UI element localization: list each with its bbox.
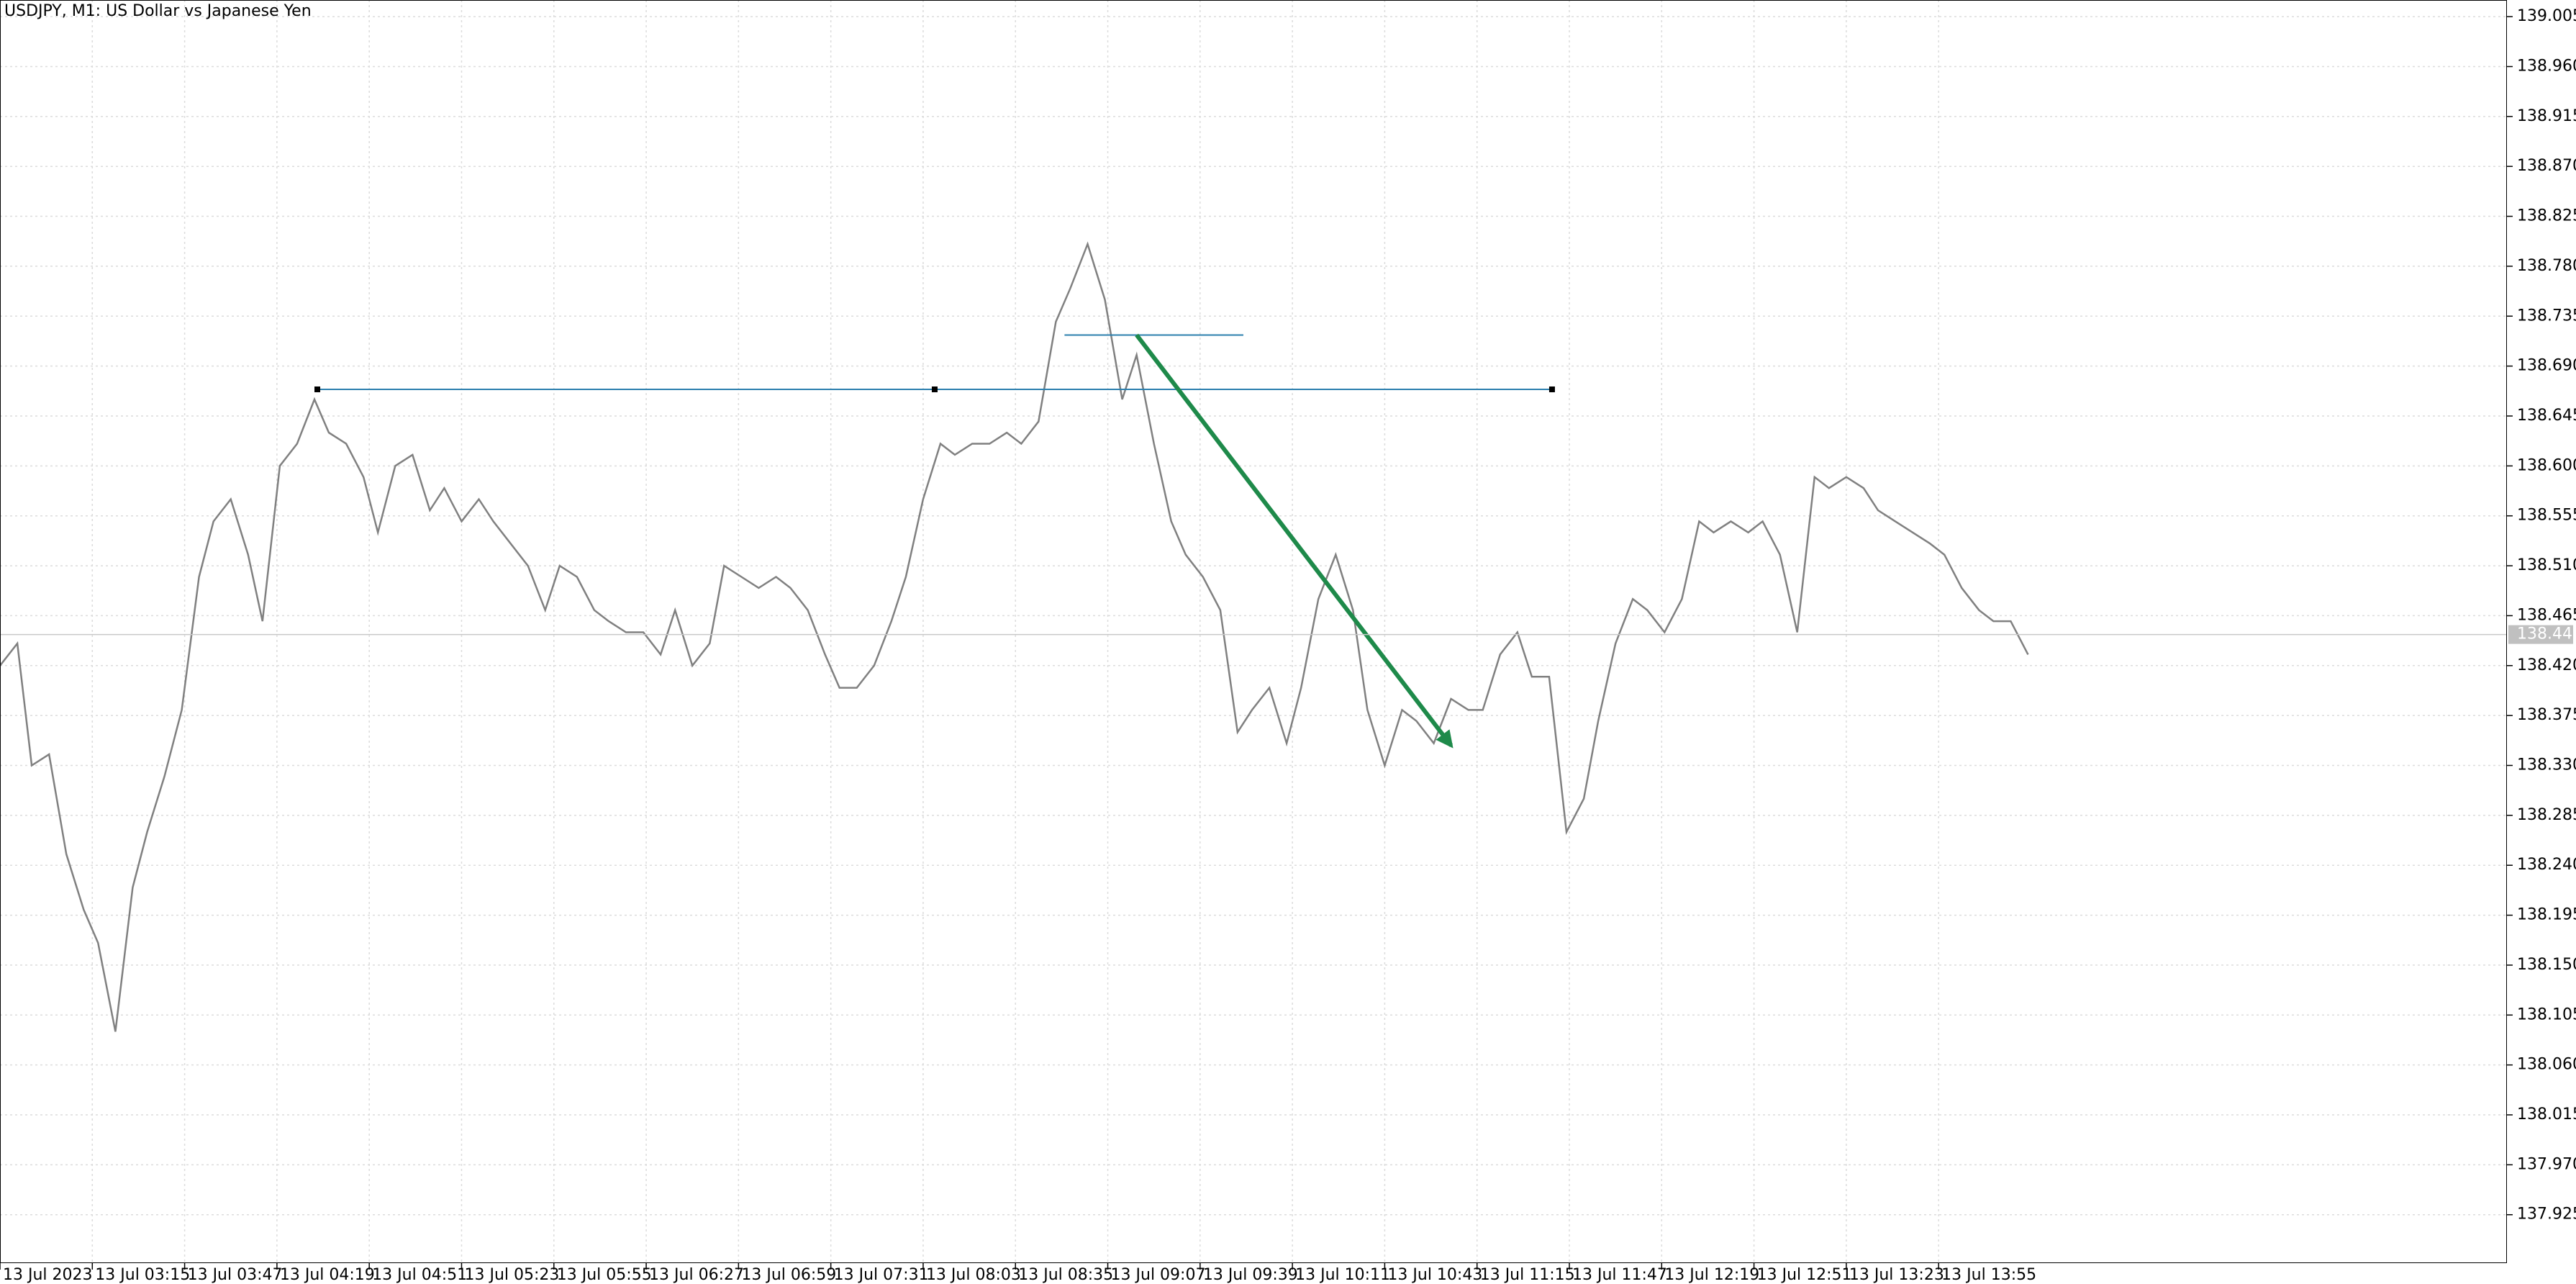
y-tick-label: 138.150: [2517, 956, 2576, 974]
y-tick-label: 138.915: [2517, 107, 2576, 125]
x-tick-label: 13 Jul 06:27: [649, 1266, 744, 1284]
plot-frame: [0, 0, 2507, 1263]
y-tick-label: 138.195: [2517, 906, 2576, 924]
y-tick-label: 138.555: [2517, 507, 2576, 525]
trend-line: [1135, 333, 1453, 749]
anchor-point: [931, 386, 938, 392]
chart-title: USDJPY, M1: US Dollar vs Japanese Yen: [4, 2, 312, 20]
x-tick-label: 13 Jul 13:55: [1941, 1266, 2036, 1284]
y-tick-label: 138.420: [2517, 656, 2576, 674]
y-tick-label: 138.645: [2517, 407, 2576, 425]
x-tick-label: 13 Jul 09:07: [1111, 1266, 1206, 1284]
x-tick-label: 13 Jul 05:23: [464, 1266, 559, 1284]
y-tick-label: 138.735: [2517, 307, 2576, 325]
y-tick-label: 138.510: [2517, 556, 2576, 574]
x-tick-label: 13 Jul 07:31: [834, 1266, 929, 1284]
last-price-box: [2508, 625, 2573, 644]
y-tick-label: 138.960: [2517, 57, 2576, 75]
x-tick-label: 13 Jul 04:51: [372, 1266, 467, 1284]
x-tick-label: 13 Jul 10:43: [1387, 1266, 1482, 1284]
x-tick-label: 13 Jul 12:51: [1757, 1266, 1852, 1284]
x-tick-label: 13 Jul 04:19: [280, 1266, 375, 1284]
y-tick-label: 138.870: [2517, 157, 2576, 175]
anchor-point: [1548, 386, 1555, 392]
y-tick-label: 137.970: [2517, 1155, 2576, 1173]
x-tick-label: 13 Jul 13:23: [1849, 1266, 1944, 1284]
y-tick-label: 138.465: [2517, 606, 2576, 624]
y-tick-label: 139.005: [2517, 7, 2576, 25]
y-tick-label: 138.780: [2517, 257, 2576, 275]
x-tick-label: 13 Jul 08:35: [1018, 1266, 1113, 1284]
y-tick-label: 138.825: [2517, 207, 2576, 225]
x-tick-label: 13 Jul 03:15: [95, 1266, 190, 1284]
x-tick-label: 13 Jul 2023: [3, 1266, 93, 1284]
y-tick-label: 138.015: [2517, 1106, 2576, 1124]
x-tick-label: 13 Jul 05:55: [557, 1266, 652, 1284]
y-tick-label: 138.285: [2517, 806, 2576, 824]
y-tick-label: 138.240: [2517, 856, 2576, 874]
y-tick-label: 138.690: [2517, 357, 2576, 375]
x-tick-label: 13 Jul 12:19: [1664, 1266, 1759, 1284]
price-line: [0, 241, 2029, 1032]
x-tick-label: 13 Jul 10:11: [1295, 1266, 1390, 1284]
x-tick-label: 13 Jul 03:47: [188, 1266, 283, 1284]
y-tick-label: 138.105: [2517, 1005, 2576, 1023]
y-tick-label: 138.330: [2517, 756, 2576, 774]
x-tick-label: 13 Jul 09:39: [1203, 1266, 1298, 1284]
anchor-point: [314, 386, 321, 392]
y-tick-label: 138.600: [2517, 456, 2576, 474]
x-tick-label: 13 Jul 11:47: [1572, 1266, 1667, 1284]
y-tick-label: 138.060: [2517, 1056, 2576, 1074]
x-tick-label: 13 Jul 11:15: [1480, 1266, 1575, 1284]
last-price-label: 138.448: [2517, 625, 2576, 643]
x-tick-label: 13 Jul 08:03: [926, 1266, 1021, 1284]
y-tick-label: 138.375: [2517, 706, 2576, 724]
y-tick-label: 137.925: [2517, 1206, 2576, 1224]
x-tick-label: 13 Jul 06:59: [741, 1266, 836, 1284]
